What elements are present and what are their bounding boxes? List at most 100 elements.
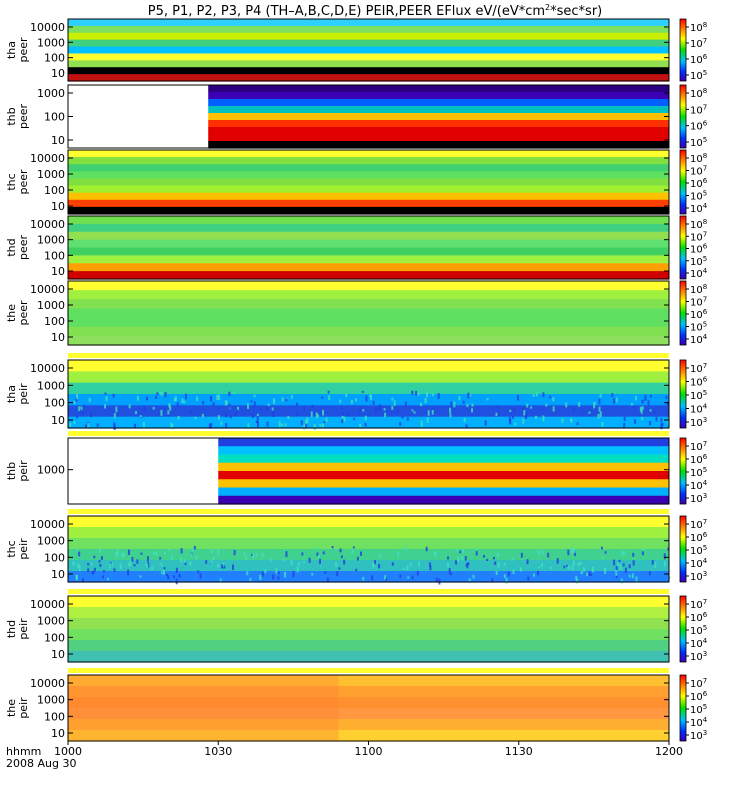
noise-pixel — [90, 562, 93, 566]
noise-pixel — [264, 568, 267, 574]
colorbar-tick-label: 105 — [690, 255, 707, 268]
colorbar-tick-exponent: 7 — [703, 103, 707, 111]
spectrogram-band — [68, 60, 669, 68]
noise-pixel — [328, 395, 331, 401]
noise-pixel — [393, 400, 396, 406]
colorbar-tick-exponent: 4 — [703, 479, 708, 487]
noise-pixel — [567, 549, 570, 556]
noise-pixel — [136, 559, 139, 564]
noise-pixel — [619, 564, 622, 570]
noise-pixel — [317, 414, 320, 418]
colorbar-tick-label: 103 — [690, 650, 707, 663]
x-axis-label-line1: hhmm — [6, 745, 41, 758]
noise-pixel — [78, 406, 81, 411]
colorbar-tick-base: 10 — [690, 559, 703, 570]
noise-pixel — [318, 555, 321, 559]
noise-pixel — [233, 549, 236, 556]
noise-pixel — [484, 420, 487, 426]
noise-pixel — [311, 573, 314, 576]
noise-pixel — [311, 404, 314, 409]
noise-pixel — [217, 563, 220, 568]
noise-pixel — [618, 559, 621, 563]
noise-pixel — [172, 575, 175, 579]
panel-label-product: peir — [17, 618, 30, 640]
noise-pixel — [113, 568, 116, 572]
noise-pixel — [195, 555, 198, 560]
noise-pixel — [431, 393, 434, 397]
noise-pixel — [228, 391, 231, 397]
noise-pixel — [556, 558, 559, 564]
noise-pixel — [151, 566, 154, 570]
noise-pixel — [159, 391, 162, 395]
noise-pixel — [306, 417, 309, 424]
noise-pixel — [597, 413, 600, 419]
colorbar-tick-label: 104 — [690, 637, 708, 650]
noise-pixel — [115, 551, 118, 558]
colorbar-tick-exponent: 7 — [703, 362, 707, 370]
colorbar-tick-exponent: 8 — [703, 218, 707, 226]
noise-pixel — [245, 556, 248, 561]
noise-pixel — [199, 573, 202, 579]
noise-pixel — [142, 422, 145, 428]
spectrogram-band — [68, 675, 669, 687]
noise-pixel — [163, 567, 166, 570]
noise-pixel — [653, 410, 656, 414]
colorbar-tick-exponent: 6 — [703, 120, 708, 128]
noise-pixel — [171, 423, 174, 430]
noise-pixel — [91, 571, 94, 575]
y-tick-label: 10 — [51, 414, 65, 427]
noise-pixel — [642, 548, 645, 551]
noise-pixel — [522, 407, 525, 411]
colorbar-tick-base: 10 — [690, 192, 703, 203]
noise-pixel — [290, 559, 293, 565]
noise-pixel — [252, 413, 255, 419]
noise-pixel — [228, 403, 231, 409]
noise-pixel — [404, 546, 407, 552]
spectrogram-band — [68, 53, 669, 61]
noise-pixel — [251, 553, 254, 556]
colorbar-tick-label: 104 — [690, 716, 708, 729]
noise-pixel — [402, 567, 405, 570]
colorbar-tick-label: 106 — [690, 308, 708, 321]
noise-pixel — [663, 561, 666, 567]
noise-pixel — [620, 578, 623, 584]
colorbar-tick-base: 10 — [690, 639, 703, 650]
noise-pixel — [361, 390, 364, 393]
noise-pixel — [324, 571, 327, 574]
colorbar-tick-label: 106 — [690, 611, 708, 624]
noise-pixel — [458, 395, 461, 401]
spectrogram-band — [68, 394, 669, 406]
colorbar-tick-label: 106 — [690, 53, 708, 66]
noise-pixel — [296, 402, 299, 406]
spectrogram-band — [68, 708, 669, 720]
noise-pixel — [538, 550, 541, 555]
noise-pixel — [256, 421, 259, 428]
colorbar-tick-exponent: 8 — [703, 87, 707, 95]
noise-pixel — [467, 392, 470, 399]
colorbar-tick-exponent: 4 — [703, 637, 708, 645]
noise-pixel — [624, 567, 627, 573]
colorbar-tick-exponent: 4 — [703, 333, 708, 341]
noise-pixel — [287, 416, 290, 419]
spectrogram-band — [68, 686, 669, 698]
colorbar-tick-label: 103 — [690, 492, 707, 505]
noise-pixel — [525, 411, 528, 418]
noise-pixel — [208, 423, 211, 429]
noise-pixel — [549, 395, 552, 399]
noise-pixel — [356, 556, 359, 561]
noise-pixel — [377, 406, 380, 411]
colorbar-tick-base: 10 — [690, 257, 703, 268]
noise-pixel — [406, 565, 409, 571]
noise-pixel — [503, 562, 506, 566]
noise-pixel — [435, 577, 438, 583]
spectrogram-band — [68, 185, 669, 194]
noise-pixel — [514, 422, 517, 426]
noise-pixel — [255, 553, 258, 557]
noise-pixel — [631, 573, 634, 579]
colorbar-tick-exponent: 6 — [703, 243, 708, 251]
spectrogram-band — [208, 99, 669, 107]
noise-pixel — [570, 547, 573, 554]
colorbar-tick-exponent: 5 — [703, 255, 707, 263]
